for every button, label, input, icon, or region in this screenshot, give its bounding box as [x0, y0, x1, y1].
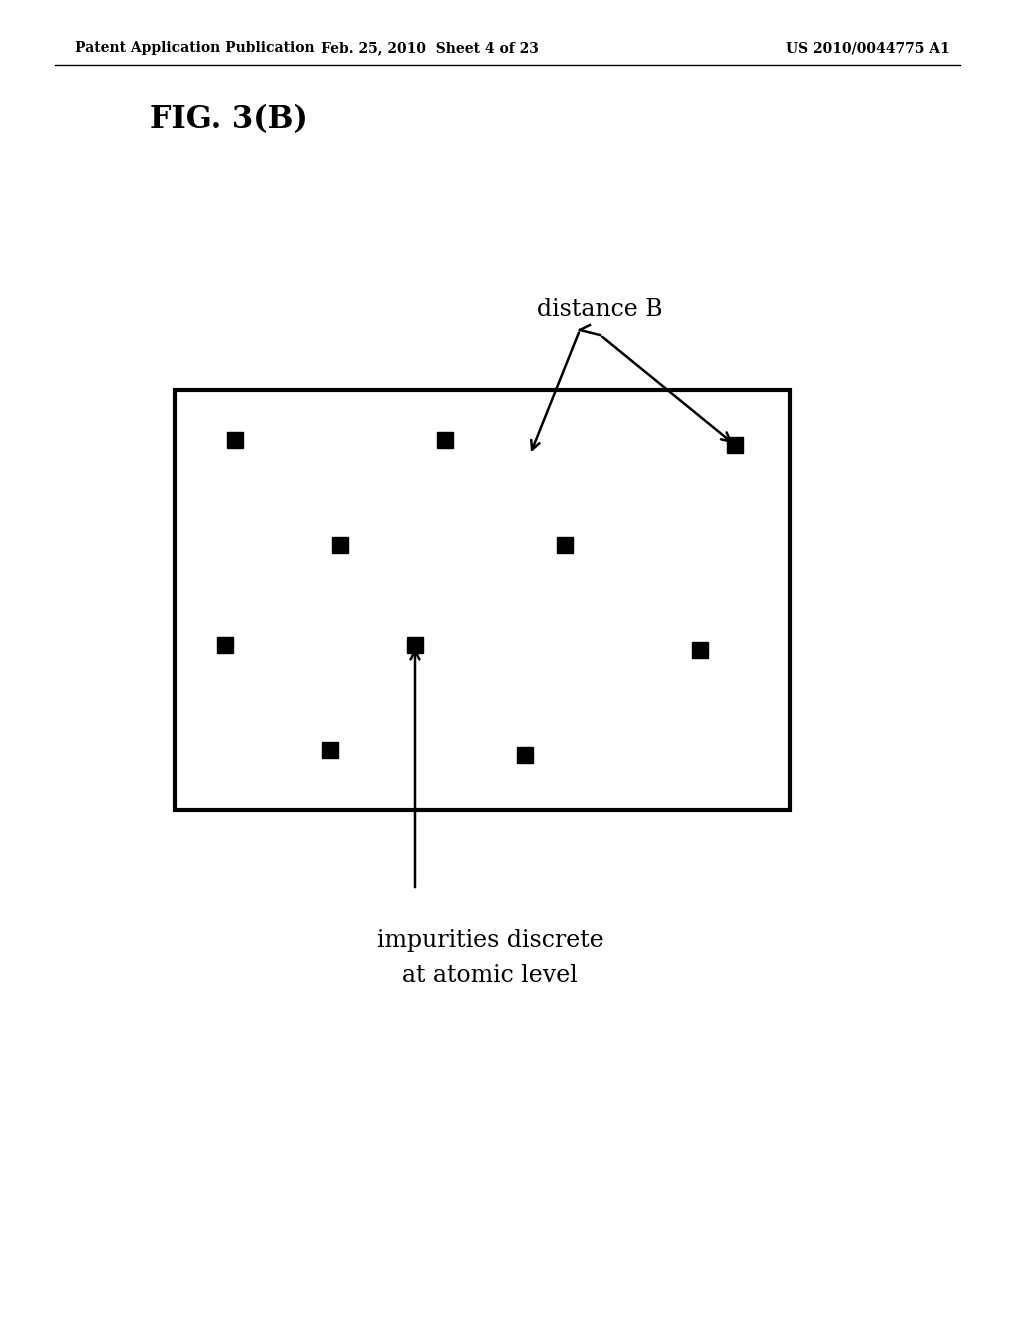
Text: at atomic level: at atomic level: [402, 964, 578, 986]
Bar: [175, 389, 790, 810]
Text: FIG. 3(B): FIG. 3(B): [150, 104, 308, 136]
Text: Feb. 25, 2010  Sheet 4 of 23: Feb. 25, 2010 Sheet 4 of 23: [322, 41, 539, 55]
Text: US 2010/0044775 A1: US 2010/0044775 A1: [786, 41, 950, 55]
Text: Patent Application Publication: Patent Application Publication: [75, 41, 314, 55]
Text: impurities discrete: impurities discrete: [377, 928, 603, 952]
Text: distance B: distance B: [538, 298, 663, 322]
